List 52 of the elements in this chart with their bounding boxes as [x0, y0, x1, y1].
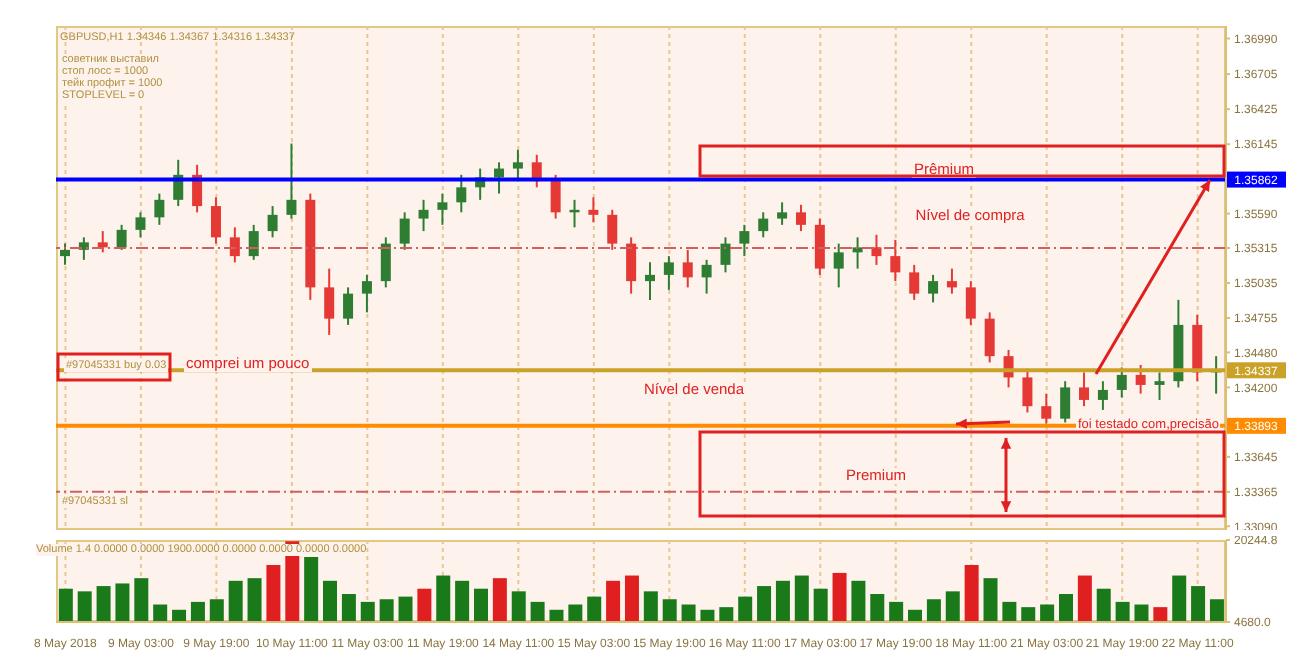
candlestick	[418, 198, 429, 233]
candlestick	[267, 205, 278, 239]
candlestick	[871, 233, 882, 266]
candlestick	[248, 223, 259, 261]
candlestick	[663, 255, 674, 291]
candlestick	[1079, 371, 1090, 408]
candlestick	[946, 267, 957, 295]
candlestick	[682, 248, 693, 289]
candlestick	[286, 142, 297, 220]
candlestick	[154, 192, 165, 226]
candlestick	[795, 203, 806, 233]
candlestick	[380, 236, 391, 289]
candlestick	[607, 208, 618, 251]
candlestick	[1154, 371, 1165, 401]
candlestick	[456, 173, 467, 214]
candlestick	[928, 273, 939, 304]
candlestick	[965, 280, 976, 326]
candlestick	[626, 236, 637, 295]
candlestick	[890, 238, 901, 283]
candlestick	[324, 267, 335, 336]
candlestick	[60, 242, 70, 266]
candlestick	[210, 196, 221, 245]
candlestick	[361, 273, 372, 314]
candlestick	[78, 236, 89, 261]
candlestick	[494, 161, 505, 195]
candlestick	[833, 242, 844, 289]
candlestick	[343, 286, 354, 326]
candlestick	[1041, 392, 1052, 425]
candlestick	[777, 201, 788, 226]
candlestick	[814, 217, 825, 276]
candlestick	[1097, 380, 1108, 411]
candlestick	[909, 263, 920, 301]
candlestick	[437, 192, 448, 226]
candlestick	[399, 211, 410, 251]
candlestick	[116, 223, 127, 251]
candlestick	[97, 230, 108, 254]
candlestick	[135, 211, 146, 239]
candlestick	[701, 258, 712, 295]
candlestick	[1192, 313, 1203, 383]
candlestick	[984, 311, 995, 364]
candlestick	[229, 226, 240, 264]
candlestick	[1060, 380, 1071, 424]
candlestick	[1022, 367, 1033, 414]
candlestick	[758, 211, 769, 239]
candlestick	[720, 236, 731, 274]
candlestick	[1135, 363, 1146, 395]
candlestick	[739, 223, 750, 258]
candlestick	[588, 196, 599, 224]
candlestick	[512, 148, 523, 183]
candlestick	[1116, 366, 1127, 399]
candlestick	[645, 261, 655, 301]
candlestick	[550, 173, 561, 220]
